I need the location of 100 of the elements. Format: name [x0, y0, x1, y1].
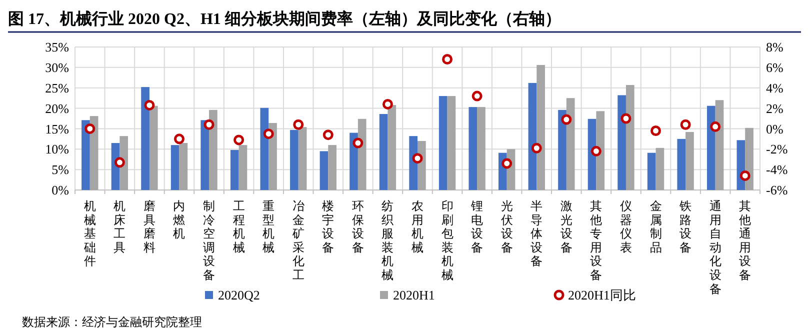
- x-tick-label: 铁路设备: [678, 199, 692, 254]
- bar: [350, 132, 358, 190]
- x-tick-label: 纺织服装机械: [382, 199, 394, 282]
- point: [710, 121, 721, 132]
- bar: [290, 130, 298, 190]
- bar: [438, 96, 448, 190]
- point: [620, 113, 632, 124]
- x-tick-label: 金属制品: [650, 199, 662, 254]
- y-tick-label: 10%: [45, 142, 70, 157]
- y2-tick-label: 2%: [766, 100, 784, 116]
- bar: [141, 87, 150, 190]
- bar: [536, 64, 545, 190]
- y2-tick-label: 0%: [766, 121, 784, 136]
- x-tick-label: 环保设备: [352, 199, 364, 254]
- x-tick-label: 农用机械: [412, 199, 424, 254]
- y-tick-label: 5%: [52, 162, 70, 178]
- bar: [558, 110, 566, 190]
- x-tick-label: 制冷空调设备: [203, 199, 216, 282]
- bar: [656, 148, 664, 190]
- bar: [626, 84, 634, 190]
- y-tick-label: 25%: [45, 80, 70, 96]
- legend-label: 2020H1同比: [568, 288, 636, 303]
- y2-tick-label: 8%: [766, 40, 784, 55]
- bar: [388, 105, 396, 190]
- y-tick-label: 0%: [52, 182, 70, 198]
- x-tick-label: 锂电设备: [470, 199, 484, 254]
- x-tick-label: 重型机械: [262, 199, 275, 254]
- bar: [358, 118, 366, 190]
- bar: [260, 108, 269, 190]
- x-tick-label: 内燃机: [173, 199, 186, 241]
- x-tick-label: 其他专用设备: [590, 199, 602, 282]
- point: [561, 114, 572, 125]
- x-tick-label: 工程机械: [232, 199, 245, 254]
- y-tick-label: 15%: [45, 121, 70, 136]
- legend-label: 2020H1: [393, 288, 435, 303]
- bar: [120, 136, 128, 190]
- x-tick-label: 机械基础件: [82, 199, 96, 268]
- source-note: 数据来源：经济与金融研究院整理: [22, 315, 202, 329]
- bar: [170, 145, 180, 190]
- x-tick-label: 仪器仪表: [620, 199, 632, 254]
- y2-tick-label: 6%: [766, 60, 784, 75]
- x-tick-label: 通用自动化设备: [709, 199, 722, 296]
- x-tick-label: 激光设备: [560, 199, 572, 254]
- point: [740, 170, 750, 181]
- bar: [149, 106, 158, 190]
- x-tick-label: 印刷包装机械: [441, 199, 454, 282]
- point: [84, 123, 96, 134]
- bar: [418, 140, 426, 190]
- bar: [528, 82, 537, 190]
- bar: [715, 100, 724, 190]
- bar: [179, 143, 188, 190]
- bar: [238, 145, 248, 190]
- x-tick-label: 光伏设备: [500, 199, 513, 254]
- bar: [647, 152, 656, 190]
- bar: [209, 110, 218, 190]
- point: [352, 138, 364, 148]
- point: [293, 119, 304, 130]
- bar: [200, 120, 210, 190]
- bar: [745, 128, 754, 190]
- x-tick-label: 机床工具: [114, 199, 126, 254]
- point: [144, 100, 155, 110]
- y-tick-label: 35%: [45, 40, 70, 55]
- x-tick-label: 其他通用设备: [739, 199, 752, 282]
- point: [382, 98, 393, 110]
- x-tick-label: 冶金矿采化工: [291, 199, 304, 282]
- point: [263, 128, 274, 140]
- chart-title: 图 17、机械行业 2020 Q2、H1 细分板块期间费率（左轴）及同比变化（右轴）: [8, 9, 561, 28]
- bar: [82, 120, 90, 190]
- point: [502, 158, 512, 169]
- point: [472, 90, 482, 102]
- bar: [468, 107, 478, 190]
- bar: [618, 95, 626, 190]
- y2-tick-label: -2%: [766, 142, 788, 157]
- bar: [298, 127, 307, 190]
- point: [442, 54, 453, 65]
- bar: [328, 145, 336, 190]
- point: [680, 119, 691, 130]
- x-tick-label: 磨具磨料: [143, 199, 156, 254]
- bar: [379, 114, 388, 190]
- bar: [686, 132, 694, 190]
- bar: [677, 138, 686, 190]
- y2-tick-label: -6%: [766, 182, 788, 198]
- point: [531, 142, 542, 154]
- point: [412, 153, 423, 164]
- bar: [596, 111, 605, 190]
- legend-label: 2020Q2: [218, 288, 260, 303]
- bar: [566, 98, 575, 190]
- point: [204, 119, 214, 130]
- y-tick-label: 20%: [45, 100, 70, 116]
- y2-tick-label: -4%: [766, 162, 788, 178]
- bar: [477, 107, 486, 190]
- bar: [409, 136, 418, 190]
- bar: [268, 122, 277, 190]
- point: [114, 157, 125, 168]
- bar: [320, 151, 328, 190]
- point: [650, 126, 662, 136]
- x-tick-label: 半导体设备: [530, 199, 543, 268]
- y-tick-label: 30%: [45, 60, 70, 75]
- bar: [447, 96, 456, 190]
- bar: [230, 150, 239, 190]
